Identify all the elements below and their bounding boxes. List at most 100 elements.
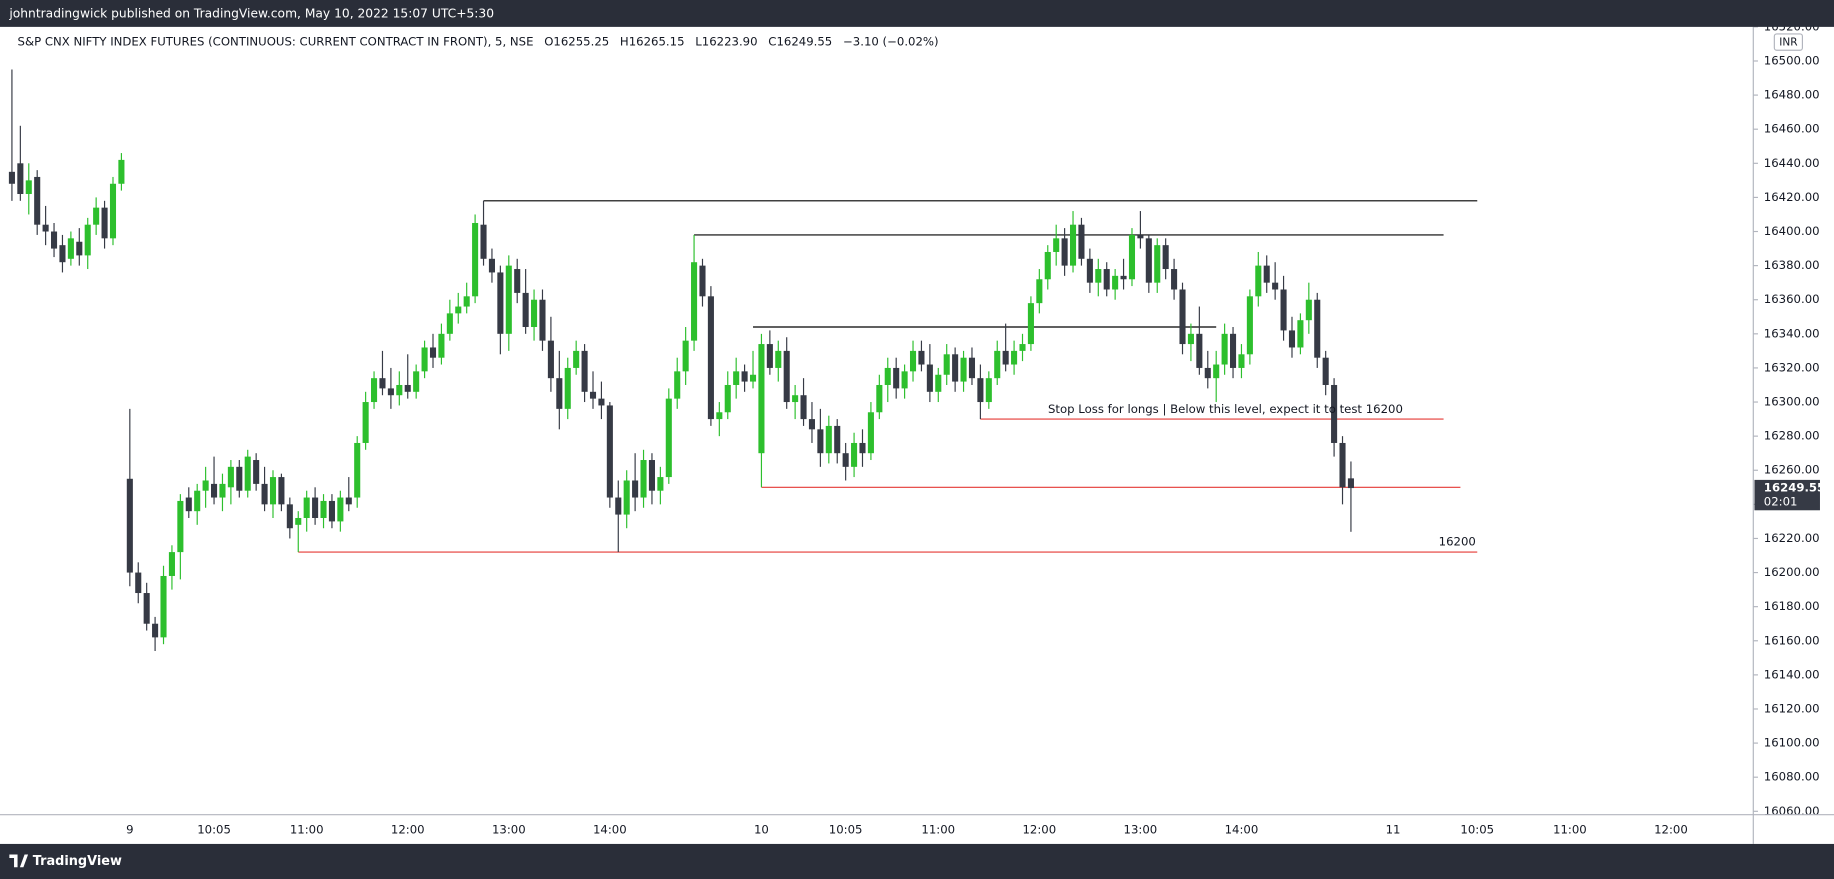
candle-body: [1112, 275, 1119, 290]
x-tick-label: 11:00: [1553, 822, 1587, 836]
candle-body: [749, 374, 757, 382]
candle-body: [497, 272, 504, 334]
currency: INR: [1779, 37, 1797, 49]
candle-body: [1002, 350, 1009, 365]
candle-body: [1187, 333, 1194, 345]
candle-body: [1078, 224, 1085, 259]
legend-change: −3.10 (−0.02%): [843, 34, 939, 48]
candle-body: [834, 425, 841, 454]
candle-body: [1044, 251, 1051, 280]
candle-body: [1053, 238, 1060, 252]
candle-body: [682, 340, 689, 372]
y-tick-label: 16440.00: [1764, 156, 1820, 170]
candle-body: [219, 483, 226, 498]
candle-body: [109, 183, 117, 239]
symbol-title: S&P CNX NIFTY INDEX FUTURES (CONTINUOUS:…: [18, 34, 939, 48]
candle-body: [227, 466, 234, 488]
candle-body: [581, 350, 588, 392]
candle-body: [480, 224, 487, 259]
y-tick-label: 16420.00: [1764, 190, 1820, 204]
candle-body: [312, 497, 319, 518]
candle-body: [758, 344, 765, 454]
candle-body: [295, 517, 302, 525]
x-tick-label: 12:00: [1654, 822, 1688, 836]
candle-body: [472, 222, 479, 297]
candle-body: [808, 419, 816, 430]
candle-body: [893, 367, 900, 389]
candle-body: [194, 490, 201, 512]
x-tick-label: 14:00: [1225, 822, 1259, 836]
y-tick-label: 16120.00: [1764, 701, 1820, 715]
candle-body: [1011, 350, 1018, 365]
candle-body: [615, 497, 622, 515]
x-tick-label: 13:00: [1124, 822, 1158, 836]
candle-body: [328, 500, 335, 522]
candle-body: [211, 483, 218, 498]
candle-body: [438, 333, 445, 358]
candle-body: [1069, 224, 1077, 266]
candle-body: [455, 306, 462, 314]
candle-body: [50, 231, 58, 249]
candle-body: [1179, 289, 1186, 345]
candle-body: [463, 296, 470, 307]
candle-body: [707, 296, 714, 420]
candle-body: [244, 456, 251, 491]
y-tick-label: 16260.00: [1764, 463, 1820, 477]
x-tick-label: 13:00: [492, 822, 526, 836]
x-tick-label: 11:00: [921, 822, 955, 836]
candle-body: [1213, 364, 1220, 379]
y-tick-label: 16180.00: [1764, 599, 1820, 613]
candle-body: [775, 350, 782, 368]
y-tick-label: 16480.00: [1764, 88, 1820, 102]
plot-area: 16060.00 16080.00 16100.00 16120.00 16140.00…: [8, 19, 1825, 836]
candle-body: [1272, 282, 1279, 290]
candle-body: [1171, 269, 1178, 290]
candle-body: [547, 340, 554, 379]
candle-body: [1196, 333, 1203, 368]
candle-body: [126, 478, 133, 573]
candle-body: [884, 367, 891, 385]
y-tick-label: 16500.00: [1764, 53, 1820, 67]
candle-body: [817, 429, 824, 454]
y-tick-label: 16100.00: [1764, 736, 1820, 750]
annotation: Stop Loss for longs | Below this level, …: [1048, 402, 1403, 416]
candle-body: [413, 371, 420, 392]
legend-close: C16249.55: [768, 34, 832, 48]
candle-body: [876, 384, 883, 413]
candle-body: [825, 425, 832, 454]
candle-body: [1263, 265, 1270, 283]
candle-body: [531, 299, 538, 328]
candle-body: [1095, 269, 1102, 283]
candle-body: [1036, 279, 1043, 304]
candle-body: [17, 163, 24, 194]
x-tick-label: 10:05: [197, 822, 231, 836]
candle-body: [362, 402, 369, 443]
brand: TradingView: [33, 854, 122, 869]
candle-body: [135, 572, 142, 594]
candle-body: [522, 292, 529, 328]
candle-body: [429, 347, 437, 358]
candle-body: [589, 391, 597, 399]
candle-body: [1331, 384, 1338, 443]
y-tick-label: 16320.00: [1764, 360, 1820, 374]
x-tick-label: 11: [1386, 822, 1401, 836]
candle-body: [842, 453, 849, 467]
candle-body: [1128, 234, 1136, 280]
candle-body: [379, 378, 386, 389]
candle-body: [724, 384, 731, 413]
candle-body: [387, 388, 394, 396]
candle-body: [1255, 265, 1262, 297]
candle-body: [236, 466, 243, 491]
candle-body: [640, 460, 647, 498]
candle-body: [143, 593, 150, 624]
candle-body: [320, 500, 327, 518]
candle-body: [733, 371, 740, 385]
candle-body: [152, 623, 159, 638]
candle-body: [909, 350, 917, 372]
candle-body: [1221, 333, 1228, 365]
candle-body: [25, 180, 32, 194]
candle-body: [303, 497, 310, 518]
candle-body: [253, 460, 260, 484]
candle-body: [404, 384, 411, 392]
last-price-box: [1754, 479, 1820, 511]
